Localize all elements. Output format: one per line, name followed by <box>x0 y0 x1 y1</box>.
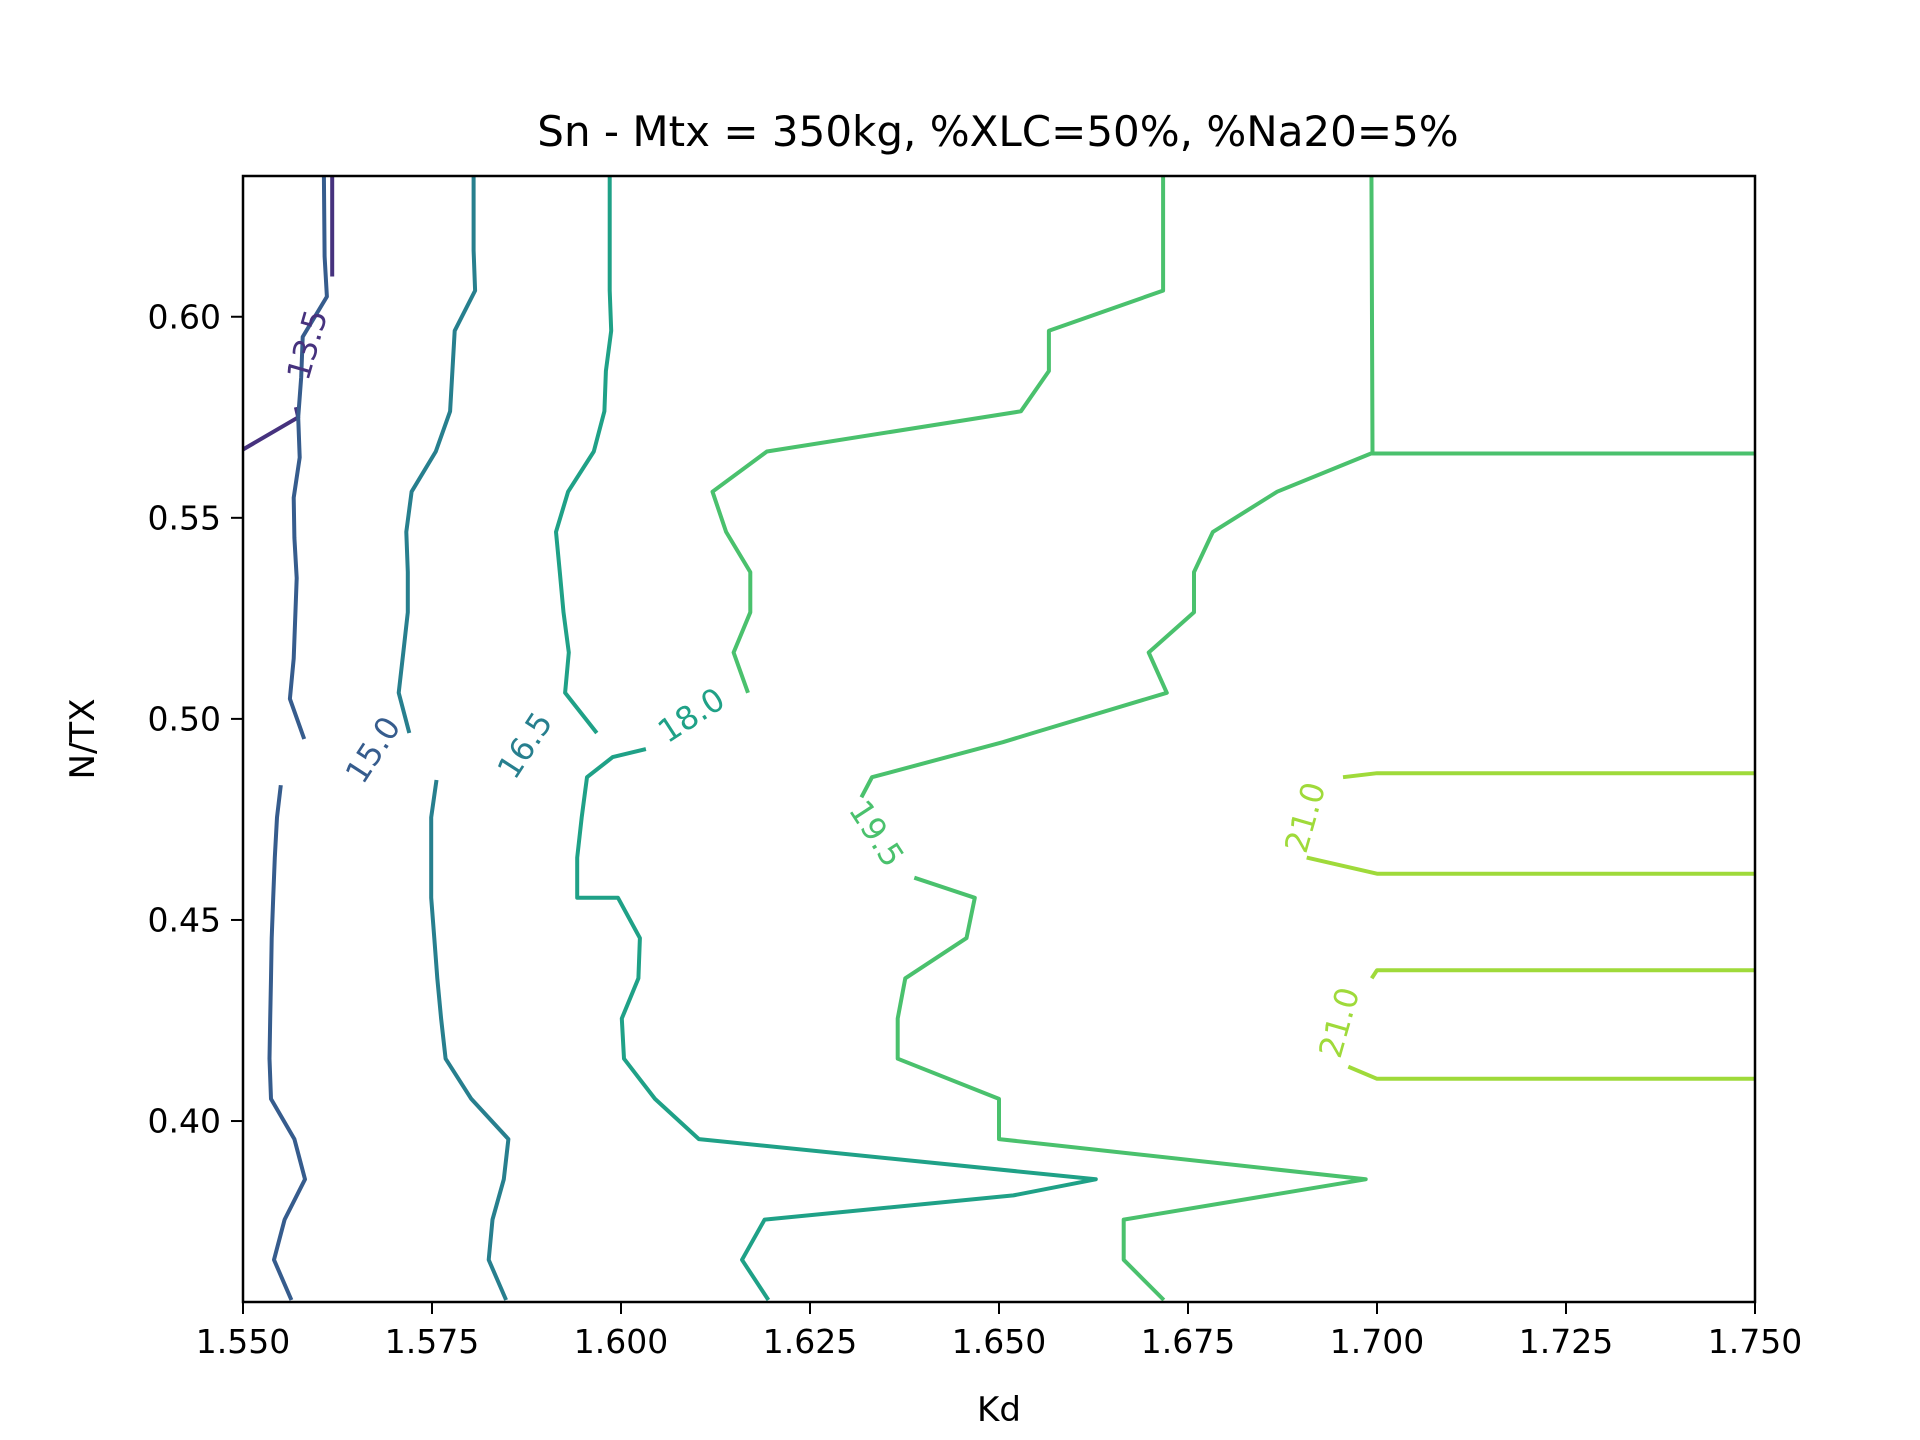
x-tick-label: 1.575 <box>385 1322 479 1361</box>
x-tick-label: 1.750 <box>1708 1322 1802 1361</box>
contour-line-19-5-2 <box>859 451 1755 799</box>
contour-line-19-5-0 <box>710 176 1166 694</box>
contour-label-18-0-0: 18.0 <box>651 680 731 751</box>
contour-line-15-0-0 <box>287 176 329 740</box>
x-tick-label: 1.650 <box>952 1322 1046 1361</box>
contour-line-16-5-1 <box>429 779 511 1301</box>
contour-label-21-0-1: 21.0 <box>1311 983 1367 1062</box>
contour-line-21-0-1 <box>1306 855 1755 876</box>
contour-line-18-0-1 <box>575 747 1098 1302</box>
contour-line-19-5-3 <box>895 875 1368 1302</box>
y-tick-label: 0.60 <box>148 297 221 336</box>
contour-labels: 13.5 15.0 16.5 18.0 19.5 21.0 21.0 <box>279 305 1367 1062</box>
contour-line-13-5-1 <box>243 406 301 452</box>
x-tick-label: 1.675 <box>1141 1322 1235 1361</box>
contour-line-16-5-0 <box>396 176 478 734</box>
contour-label-13-5-0: 13.5 <box>279 305 335 384</box>
x-tick-label: 1.600 <box>574 1322 668 1361</box>
contour-label-15-0-0: 15.0 <box>338 710 409 790</box>
contour-label-19-5-0: 19.5 <box>841 793 912 873</box>
y-tick-label: 0.45 <box>148 900 221 939</box>
x-tick-label: 1.700 <box>1330 1322 1424 1361</box>
y-tick-label: 0.40 <box>148 1102 221 1141</box>
y-tick-label: 0.55 <box>148 498 221 537</box>
x-axis-label: Kd <box>977 1390 1021 1430</box>
contour-line-15-0-1 <box>267 784 307 1301</box>
contour-line-21-0-2 <box>1370 968 1755 980</box>
contour-lines <box>243 176 1755 1302</box>
x-axis-ticks: 1.550 1.575 1.600 1.625 1.650 1.675 1.700 1.725… <box>196 1302 1802 1361</box>
chart-title: Sn - Mtx = 350kg, %XLC=50%, %Na20=5% <box>537 107 1458 156</box>
contour-line-21-0-3 <box>1347 1064 1755 1081</box>
y-axis-label: N/TX <box>63 699 103 780</box>
x-tick-label: 1.725 <box>1519 1322 1613 1361</box>
contour-label-16-5-0: 16.5 <box>490 705 561 785</box>
y-axis-ticks: 0.40 0.45 0.50 0.55 0.60 <box>148 297 243 1141</box>
y-tick-label: 0.50 <box>148 699 221 738</box>
x-tick-label: 1.550 <box>196 1322 290 1361</box>
contour-label-21-0-0: 21.0 <box>1277 778 1333 857</box>
contour-line-18-0-0 <box>554 176 614 735</box>
contour-line-21-0-0 <box>1342 771 1755 780</box>
x-tick-label: 1.625 <box>763 1322 857 1361</box>
